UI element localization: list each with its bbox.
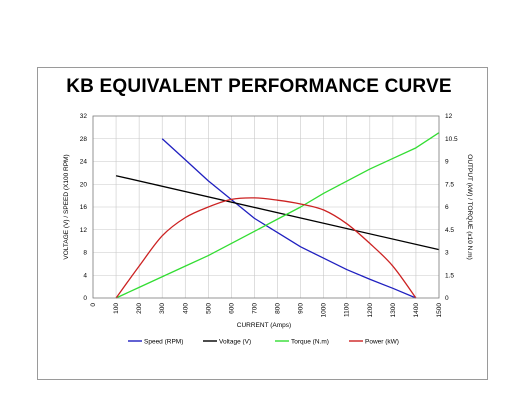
x-tick-label: 700 xyxy=(251,303,258,314)
y-left-tick-label: 32 xyxy=(80,113,88,120)
x-tick-label: 1000 xyxy=(321,303,328,318)
axes: 0 4 8 12 16 20 24 28 32 0 1.5 3 4.5 6 7.5 9 10.5 12 0 100 20… xyxy=(80,113,458,317)
y-axis-left-label: VOLTAGE (V) / SPEED (X100 RPM) xyxy=(63,154,70,259)
y-left-tick-label: 24 xyxy=(80,159,88,166)
x-tick-label: 1400 xyxy=(413,303,420,318)
legend-label-power: Power (kW) xyxy=(365,338,399,345)
x-tick-label: 900 xyxy=(298,303,305,314)
legend-label-speed: Speed (RPM) xyxy=(144,338,183,345)
x-tick-label: 1200 xyxy=(367,303,374,318)
series-lines xyxy=(115,132,440,299)
x-tick-label: 1300 xyxy=(390,303,397,318)
x-tick-label: 400 xyxy=(182,303,189,314)
plot-border xyxy=(92,115,440,299)
x-tick-label: 1100 xyxy=(344,303,351,317)
series-line-voltage xyxy=(115,175,440,251)
y-right-tick-label: 10.5 xyxy=(445,136,458,143)
y-right-tick-label: 0 xyxy=(445,295,449,302)
x-tick-label: 0 xyxy=(90,303,97,307)
y-right-tick-label: 4.5 xyxy=(445,227,454,234)
y-left-tick-label: 28 xyxy=(80,136,88,143)
y-left-tick-label: 8 xyxy=(83,250,87,257)
series-line-speed xyxy=(161,138,417,299)
x-tick-label: 100 xyxy=(113,303,120,314)
y-right-tick-label: 6 xyxy=(445,204,449,211)
y-left-tick-label: 4 xyxy=(83,272,87,279)
y-axis-right-label: OUTPUT (kW) / TORQUE (x10 N.m) xyxy=(466,154,473,259)
x-tick-label: 200 xyxy=(136,303,143,314)
y-right-tick-label: 7.5 xyxy=(445,181,454,188)
y-left-tick-label: 12 xyxy=(80,227,88,234)
y-right-tick-label: 3 xyxy=(445,250,449,257)
y-right-tick-label: 1.5 xyxy=(445,272,454,279)
x-tick-label: 300 xyxy=(159,303,166,314)
y-left-tick-label: 0 xyxy=(83,295,87,302)
x-axis-label: CURRENT (Amps) xyxy=(237,322,291,329)
y-right-tick-label: 9 xyxy=(445,159,449,166)
chart-title: KB EQUIVALENT PERFORMANCE CURVE xyxy=(66,76,452,97)
x-tick-label: 800 xyxy=(275,303,282,314)
y-right-tick-label: 12 xyxy=(445,113,453,120)
legend: Speed (RPM) Voltage (V) Torque (N.m) Power … xyxy=(128,338,399,345)
series-line-torque xyxy=(115,132,440,299)
x-tick-label: 500 xyxy=(205,303,212,314)
legend-label-torque: Torque (N.m) xyxy=(291,338,329,345)
grid xyxy=(92,115,440,299)
y-left-tick-label: 16 xyxy=(80,204,88,211)
y-left-tick-label: 20 xyxy=(80,181,88,188)
legend-label-voltage: Voltage (V) xyxy=(219,338,251,345)
x-tick-label: 1500 xyxy=(436,303,443,318)
series-line-power xyxy=(115,197,417,299)
x-tick-label: 600 xyxy=(228,303,235,314)
